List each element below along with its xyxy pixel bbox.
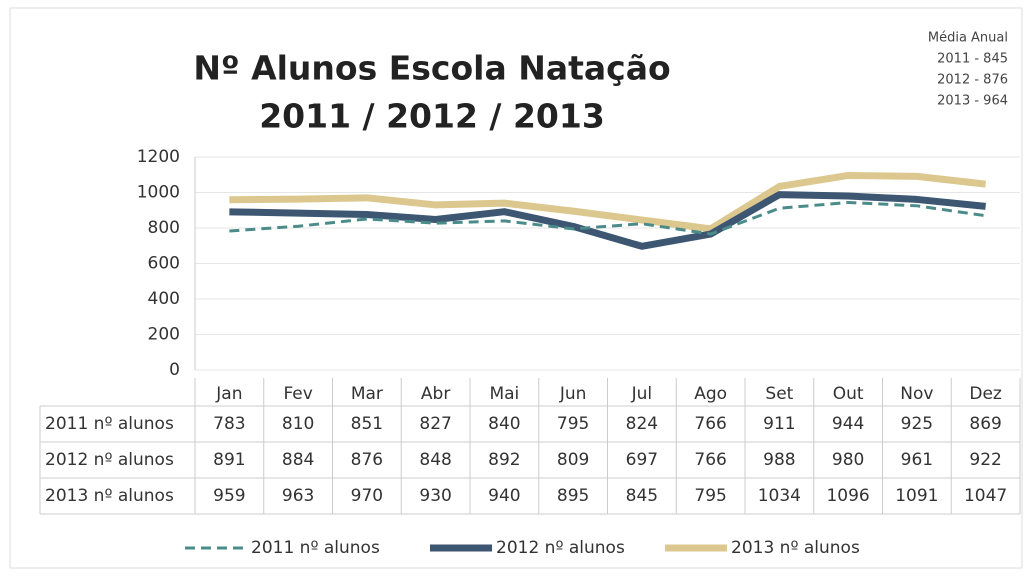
chart-title: Nº Alunos Escola Natação (193, 49, 670, 88)
table-cell: 1096 (826, 486, 869, 506)
table-cell: 963 (282, 486, 314, 506)
table-cell: 827 (419, 414, 451, 434)
series-line (229, 171, 987, 233)
legend-label: 2012 nº alunos (496, 538, 625, 558)
table-cell: 876 (351, 450, 383, 470)
x-tick-label: Set (765, 384, 793, 404)
table-cell: 766 (694, 414, 726, 434)
x-tick-label: Jan (215, 384, 242, 404)
table-cell: 922 (969, 450, 1001, 470)
legend-label: 2011 nº alunos (251, 538, 380, 558)
table-row-label: 2012 nº alunos (45, 450, 174, 470)
y-tick-label: 600 (148, 254, 180, 274)
table-cell: 884 (282, 450, 314, 470)
x-tick-label: Fev (283, 384, 312, 404)
x-tick-label: Mai (489, 384, 519, 404)
y-tick-label: 0 (169, 360, 180, 380)
table-cell: 795 (557, 414, 589, 434)
table-cell: 944 (832, 414, 864, 434)
table-cell: 840 (488, 414, 520, 434)
table-cell: 940 (488, 486, 520, 506)
table-cell: 1091 (895, 486, 938, 506)
x-tick-label: Out (833, 384, 864, 404)
y-tick-label: 1200 (137, 147, 180, 167)
table-cell: 891 (213, 450, 245, 470)
table-cell: 895 (557, 486, 589, 506)
chart-frame (9, 7, 1023, 569)
x-tick-label: Abr (421, 384, 450, 404)
x-tick-label: Mar (351, 384, 383, 404)
y-tick-label: 800 (148, 218, 180, 238)
y-tick-label: 200 (148, 325, 180, 345)
table-cell: 930 (419, 486, 451, 506)
table-cell: 851 (351, 414, 383, 434)
x-tick-label: Jul (631, 384, 653, 404)
table-cell: 795 (694, 486, 726, 506)
table-cell: 869 (969, 414, 1001, 434)
annotation: 2013 - 964 (937, 94, 1008, 109)
x-tick-label: Dez (969, 384, 1002, 404)
x-tick-label: Ago (694, 384, 727, 404)
y-tick-label: 400 (148, 289, 180, 309)
table-cell: 766 (694, 450, 726, 470)
legend-label: 2013 nº alunos (731, 538, 860, 558)
table-cell: 970 (351, 486, 383, 506)
table-cell: 925 (901, 414, 933, 434)
table-cell: 809 (557, 450, 589, 470)
table-cell: 845 (626, 486, 658, 506)
table-cell: 783 (213, 414, 245, 434)
table-cell: 980 (832, 450, 864, 470)
table-cell: 988 (763, 450, 795, 470)
table-cell: 824 (626, 414, 658, 434)
table-cell: 959 (213, 486, 245, 506)
chart-subtitle: 2011 / 2012 / 2013 (259, 97, 605, 136)
table-cell: 892 (488, 450, 520, 470)
y-tick-label: 1000 (137, 183, 180, 203)
annotation: 2011 - 845 (937, 52, 1008, 67)
x-tick-label: Jun (559, 384, 587, 404)
table-row-label: 2013 nº alunos (45, 486, 174, 506)
table-cell: 697 (626, 450, 658, 470)
table-row-label: 2011 nº alunos (45, 414, 174, 434)
table-cell: 961 (901, 450, 933, 470)
annotation: 2012 - 876 (937, 73, 1008, 88)
table-cell: 848 (419, 450, 451, 470)
table-cell: 1047 (964, 486, 1007, 506)
table-cell: 810 (282, 414, 314, 434)
annotation: Média Anual (928, 31, 1008, 46)
table-cell: 1034 (758, 486, 801, 506)
series-line (229, 191, 986, 250)
table-cell: 911 (763, 414, 795, 434)
x-tick-label: Nov (900, 384, 933, 404)
